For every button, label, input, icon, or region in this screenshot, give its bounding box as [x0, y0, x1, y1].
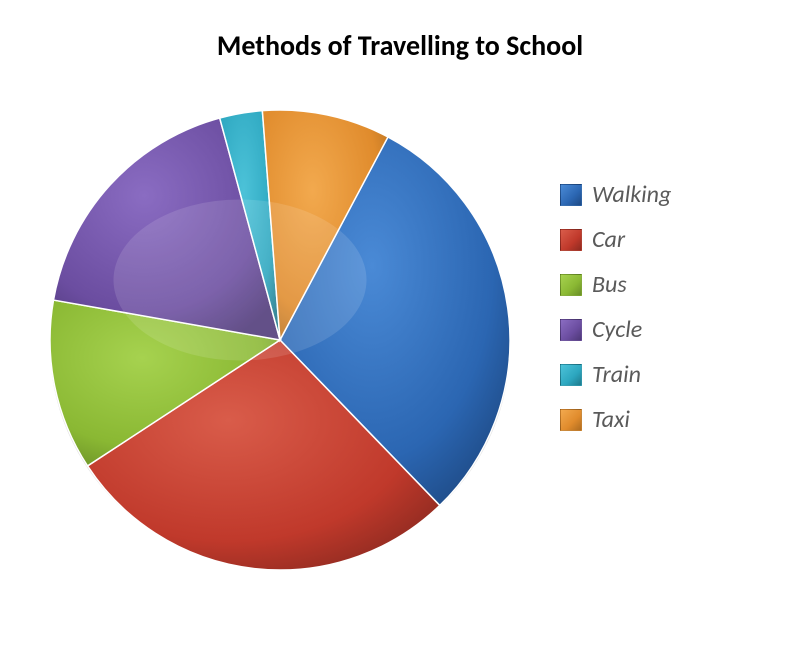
legend-item-cycle: Cycle	[560, 315, 671, 344]
legend-swatch-icon	[560, 364, 582, 386]
legend-swatch-icon	[560, 184, 582, 206]
legend-label: Car	[592, 225, 625, 254]
legend-item-walking: Walking	[560, 180, 671, 209]
legend-swatch-icon	[560, 319, 582, 341]
legend-swatch-icon	[560, 229, 582, 251]
legend-item-bus: Bus	[560, 270, 671, 299]
chart-title: Methods of Travelling to School	[0, 28, 800, 63]
legend-swatch-icon	[560, 409, 582, 431]
legend-label: Bus	[592, 270, 627, 299]
legend-item-taxi: Taxi	[560, 405, 671, 434]
legend: Walking Car Bus Cycle Train Taxi	[560, 180, 671, 434]
legend-item-train: Train	[560, 360, 671, 389]
legend-item-car: Car	[560, 225, 671, 254]
legend-label: Walking	[592, 180, 671, 209]
legend-swatch-icon	[560, 274, 582, 296]
legend-label: Cycle	[592, 315, 642, 344]
legend-label: Taxi	[592, 405, 630, 434]
pie-chart	[40, 100, 520, 580]
legend-label: Train	[592, 360, 641, 389]
